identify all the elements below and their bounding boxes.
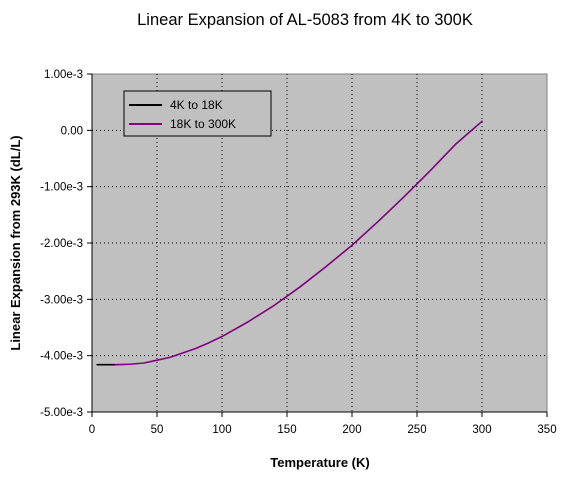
legend-label-4k-to-18k: 4K to 18K bbox=[170, 98, 223, 112]
y-tick-label: -2.00e-3 bbox=[40, 238, 83, 250]
x-tick-label: 300 bbox=[472, 424, 491, 436]
axis-layer: 0 50 100 150 200 250 300 350 1.00e-3 0.00 -1.00e-3… bbox=[40, 69, 556, 436]
y-tick-label: 0.00 bbox=[61, 125, 83, 137]
y-tick-label: -4.00e-3 bbox=[40, 351, 83, 363]
x-tick-label: 100 bbox=[212, 424, 231, 436]
x-tick-label: 50 bbox=[151, 424, 164, 436]
y-axis-title: Linear Expansion from 293K (dL/L) bbox=[8, 135, 23, 350]
x-tick-label: 200 bbox=[342, 424, 361, 436]
legend: 4K to 18K 18K to 300K bbox=[123, 90, 272, 137]
x-tick-label: 250 bbox=[407, 424, 426, 436]
y-tick-label: -1.00e-3 bbox=[40, 182, 83, 194]
series-line-18k-to-300k bbox=[114, 120, 483, 366]
y-tick-label: -5.00e-3 bbox=[40, 407, 83, 419]
x-axis-title: Temperature (K) bbox=[270, 455, 369, 470]
x-tick-label: 150 bbox=[277, 424, 296, 436]
x-tick-label: 0 bbox=[89, 424, 95, 436]
y-tick-label: 1.00e-3 bbox=[44, 69, 83, 81]
x-tick-label: 350 bbox=[537, 424, 556, 436]
series-layer bbox=[96, 120, 483, 366]
legend-box bbox=[123, 90, 272, 137]
legend-label-18k-to-300k: 18K to 300K bbox=[170, 117, 236, 131]
chart-title: Linear Expansion of AL-5083 from 4K to 3… bbox=[137, 11, 473, 29]
y-tick-label: -3.00e-3 bbox=[40, 294, 83, 306]
